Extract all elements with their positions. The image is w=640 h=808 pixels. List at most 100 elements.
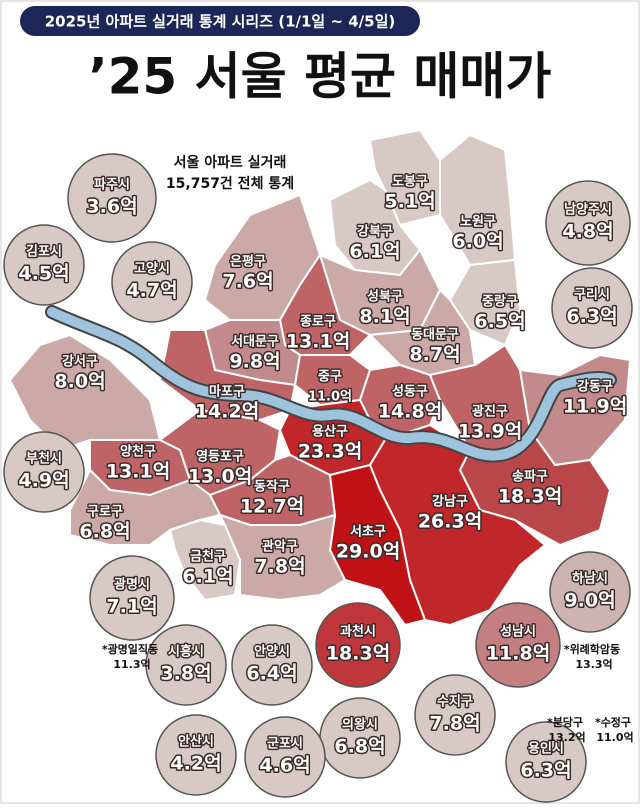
city-price: 6.8억 [334, 736, 385, 758]
note-name: *분당구 [547, 715, 583, 729]
district-price: 6.1억 [182, 566, 233, 588]
city-name: 안산시 [178, 734, 214, 750]
city-name: 김포시 [26, 245, 62, 260]
city-name: 용인시 [528, 741, 564, 757]
district-name: 송파구 [512, 470, 548, 485]
city-price: 4.7억 [126, 280, 177, 302]
note-price: 13.2억 [548, 731, 585, 744]
district-price: 26.3억 [418, 511, 482, 533]
note-name: *수정구 [595, 715, 631, 729]
district-name: 영등포구 [196, 450, 244, 465]
city-circle [315, 602, 401, 688]
city-price: 7.8억 [429, 713, 480, 735]
district-name: 강북구 [357, 224, 393, 240]
city-price: 4.8억 [562, 221, 613, 243]
city-price: 3.8억 [160, 663, 211, 685]
district-name: 성북구 [367, 290, 403, 305]
seoul-map [8, 128, 632, 627]
city-name: 하남시 [572, 571, 608, 587]
city-circle [414, 674, 496, 756]
district-name: 성동구 [392, 385, 428, 400]
district-name: 강동구 [577, 379, 613, 395]
note-price: 11.3억 [113, 658, 150, 671]
city-price: 9.0억 [564, 590, 615, 612]
city-circle [545, 180, 631, 266]
city-price: 3.6억 [86, 196, 137, 218]
district-name: 금천구 [190, 550, 226, 565]
city-circle [111, 241, 193, 323]
subtitle-line: 15,757건 전체 통계 [166, 175, 294, 192]
city-price: 6.3억 [566, 306, 617, 328]
district-area [168, 518, 242, 602]
district-name: 마포구 [209, 384, 245, 400]
city-name: 구리시 [574, 287, 610, 303]
district-price: 8.1억 [359, 306, 410, 328]
district-name: 서초구 [350, 525, 386, 540]
district-price: 5.1억 [384, 191, 435, 213]
district-name: 서대문구 [231, 335, 279, 350]
series-text: 2025년 아파트 실거래 통계 시리즈 (1/1일 ~ 4/5일) [45, 13, 396, 31]
city-name: 군포시 [267, 737, 303, 752]
city-price: 4.5억 [18, 263, 69, 285]
district-name: 용산구 [312, 424, 348, 440]
city-circle [155, 714, 237, 796]
city-circle [549, 551, 631, 633]
district-price: 7.6억 [222, 271, 273, 293]
district-price: 13.9억 [458, 421, 522, 443]
district-name: 은평구 [230, 254, 266, 270]
city-price: 7.1억 [106, 596, 157, 618]
city-price: 18.3억 [326, 643, 390, 665]
district-price: 11.0억 [308, 390, 352, 405]
city-name: 성남시 [500, 624, 536, 640]
district-price: 12.7억 [240, 496, 304, 518]
district-name: 광진구 [472, 404, 508, 420]
district-name: 중구 [318, 370, 342, 385]
district-area [368, 128, 441, 227]
city-name: 부천시 [26, 452, 62, 467]
city-name: 의왕시 [342, 717, 378, 733]
note-price: 13.3억 [575, 658, 612, 671]
district-area [218, 513, 347, 602]
city-price: 11.8억 [486, 643, 550, 665]
city-price: 4.6억 [259, 755, 310, 777]
district-price: 6.1억 [349, 241, 400, 263]
city-circle [89, 555, 175, 641]
district-price: 6.0억 [452, 231, 503, 253]
city-circle [231, 624, 313, 706]
city-circle [551, 267, 633, 349]
district-price: 18.3억 [498, 486, 562, 508]
city-circle [505, 721, 587, 803]
city-circle [3, 224, 85, 306]
series-badge [20, 6, 420, 36]
district-price: 8.7억 [409, 344, 460, 366]
district-price: 13.1억 [106, 461, 170, 483]
city-circle [244, 716, 326, 798]
district-price: 6.8억 [79, 521, 130, 543]
district-area [439, 133, 517, 267]
district-name: 관악구 [262, 539, 298, 555]
district-name: 강남구 [432, 494, 468, 510]
city-name: 고양시 [134, 262, 170, 277]
district-price: 13.1억 [286, 331, 350, 353]
district-name: 강서구 [62, 354, 98, 370]
city-price: 6.3억 [520, 760, 571, 782]
district-price: 13.0억 [188, 466, 252, 488]
note-price: 11.0억 [596, 731, 633, 744]
district-price: 7.8억 [254, 556, 305, 578]
district-price: 23.3억 [298, 441, 362, 463]
district-price: 14.8억 [378, 401, 442, 423]
district-name: 양천구 [120, 445, 156, 460]
note-name: *광명일직동 [102, 642, 158, 656]
district-name: 중랑구 [482, 295, 518, 310]
note-name: *위례학암동 [564, 642, 620, 656]
district-labels: 도봉구5.1억노원구6.0억강북구6.1억은평구7.6억성북구8.1억중랑구6.… [53, 173, 629, 589]
city-name: 과천시 [340, 625, 376, 640]
district-price: 29.0억 [336, 541, 400, 563]
city-price: 4.9억 [18, 470, 69, 492]
notes: *광명일직동 11.3억 *위례학암동 13.3억 *분당구 13.2억 *수정구 11.0억 [102, 642, 634, 744]
city-circle [475, 602, 561, 688]
district-name: 노원구 [460, 215, 496, 230]
district-price: 11.9억 [563, 396, 627, 418]
